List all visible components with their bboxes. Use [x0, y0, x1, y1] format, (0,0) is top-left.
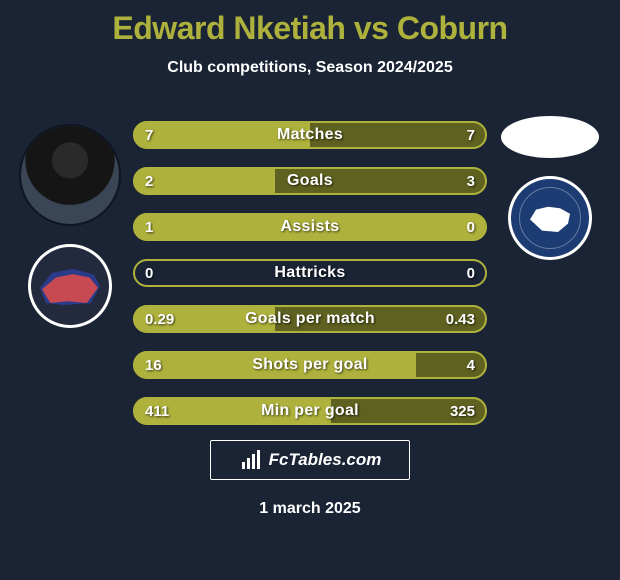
stat-label: Matches — [133, 121, 487, 149]
stat-left-value: 2 — [145, 167, 153, 195]
stat-left-value: 1 — [145, 213, 153, 241]
stat-row: Assists1 0 — [133, 213, 487, 241]
stat-row: Min per goal411 325 — [133, 397, 487, 425]
stat-label: Assists — [133, 213, 487, 241]
brand-badge: FcTables.com — [210, 440, 410, 480]
stat-left-value: 411 — [145, 397, 169, 425]
right-player-avatar — [501, 116, 599, 158]
stat-label: Shots per goal — [133, 351, 487, 379]
stat-bars: Matches77Goals23Assists10Hattricks00Goal… — [133, 110, 487, 425]
stat-right-value: 7 — [467, 121, 475, 149]
stat-row: Matches7 7 — [133, 121, 487, 149]
bar-chart-icon — [239, 448, 263, 472]
footer-date: 1 march 2025 — [0, 500, 620, 518]
page-title: Edward Nketiah vs Coburn — [0, 0, 620, 47]
stat-right-value: 0 — [467, 213, 475, 241]
stat-row: Goals2 3 — [133, 167, 487, 195]
stat-label: Min per goal — [133, 397, 487, 425]
left-player-column — [10, 110, 130, 328]
page-subtitle: Club competitions, Season 2024/2025 — [0, 59, 620, 77]
stat-left-value: 16 — [145, 351, 162, 379]
stat-label: Goals — [133, 167, 487, 195]
right-club-crest-icon — [508, 176, 592, 260]
stat-right-value: 4 — [467, 351, 475, 379]
comparison-chart: Matches77Goals23Assists10Hattricks00Goal… — [0, 110, 620, 425]
stat-right-value: 325 — [450, 397, 475, 425]
left-player-avatar — [19, 124, 121, 226]
stat-left-value: 0 — [145, 259, 153, 287]
stat-label: Goals per match — [133, 305, 487, 333]
avatar-silhouette-icon — [21, 126, 119, 224]
stat-left-value: 0.29 — [145, 305, 174, 333]
stat-row: Hattricks0 0 — [133, 259, 487, 287]
stat-left-value: 7 — [145, 121, 153, 149]
stat-row: Goals per match0.29 0.43 — [133, 305, 487, 333]
stat-row: Shots per goal16 4 — [133, 351, 487, 379]
brand-text: FcTables.com — [269, 450, 382, 470]
stat-right-value: 3 — [467, 167, 475, 195]
left-club-crest-icon — [28, 244, 112, 328]
stat-right-value: 0.43 — [446, 305, 475, 333]
right-player-column — [490, 110, 610, 260]
stat-label: Hattricks — [133, 259, 487, 287]
stat-right-value: 0 — [467, 259, 475, 287]
